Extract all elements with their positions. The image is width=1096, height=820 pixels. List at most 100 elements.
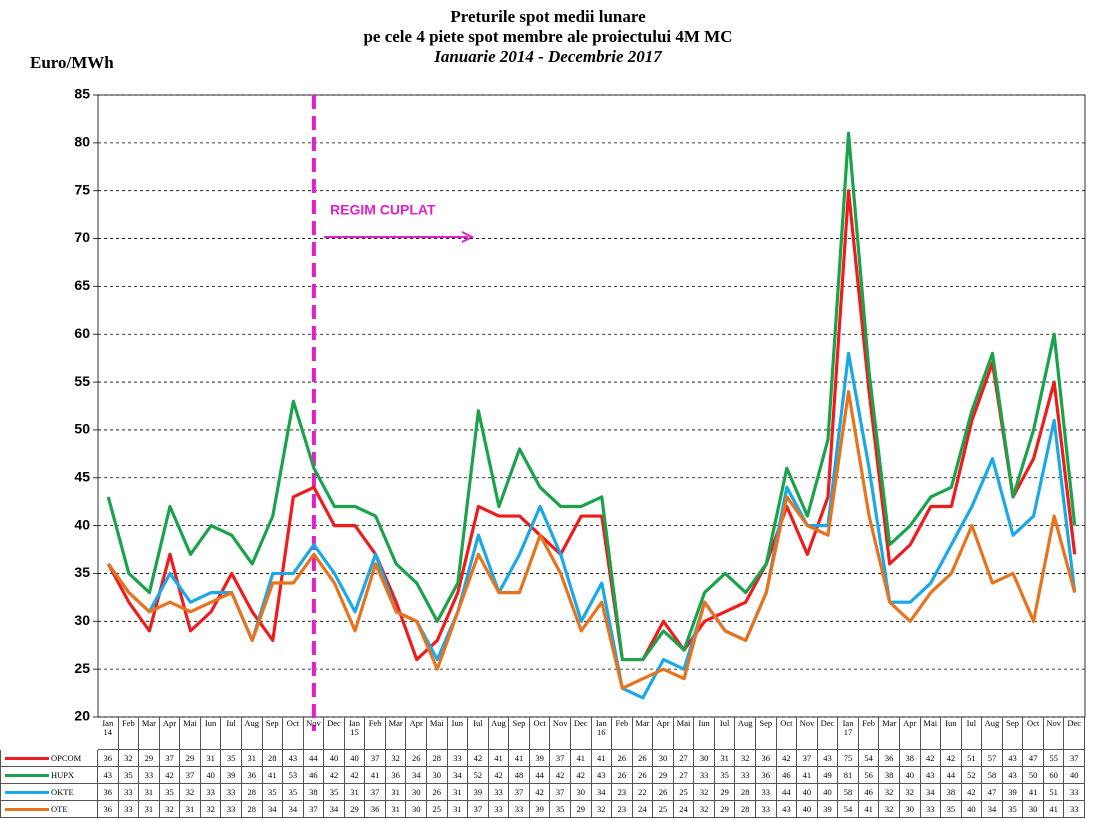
table-value: 30 xyxy=(694,750,715,767)
table-value: 24 xyxy=(673,801,695,818)
table-value: 38 xyxy=(899,750,921,767)
table-value: 43 xyxy=(817,750,839,767)
x-tick-label: Oct xyxy=(283,717,304,750)
table-value: 29 xyxy=(714,784,736,801)
legend-swatch xyxy=(5,790,49,794)
x-tick-label: Mai xyxy=(673,717,695,750)
x-tick-label: Iun xyxy=(200,717,222,750)
table-value: 35 xyxy=(324,784,345,801)
table-value: 32 xyxy=(879,801,900,818)
table-value: 40 xyxy=(797,784,818,801)
table-value: 35 xyxy=(941,801,962,818)
table-value: 32 xyxy=(694,801,715,818)
table-value: 60 xyxy=(1043,767,1065,784)
table-value: 42 xyxy=(550,767,571,784)
table-value: 40 xyxy=(817,784,839,801)
x-tick-label: Iul xyxy=(714,717,736,750)
table-value: 47 xyxy=(1023,750,1044,767)
table-value: 22 xyxy=(632,784,654,801)
table-value: 33 xyxy=(756,801,777,818)
table-value: 40 xyxy=(200,767,222,784)
table-value: 32 xyxy=(879,784,900,801)
annotation-arrowhead xyxy=(461,231,475,243)
table-value: 37 xyxy=(550,784,571,801)
table-value: 23 xyxy=(612,784,633,801)
table-value: 28 xyxy=(735,784,756,801)
table-value: 37 xyxy=(303,801,325,818)
table-value: 33 xyxy=(735,767,756,784)
table-value: 33 xyxy=(488,801,510,818)
legend-swatch xyxy=(5,773,49,777)
table-value: 41 xyxy=(570,750,592,767)
table-value: 33 xyxy=(200,784,222,801)
table-value: 42 xyxy=(344,767,366,784)
table-value: 33 xyxy=(118,784,140,801)
y-tick-label: 70 xyxy=(74,229,90,245)
table-value: 41 xyxy=(1023,784,1044,801)
x-tick-label: Apr xyxy=(899,717,921,750)
table-value: 33 xyxy=(1064,784,1085,801)
table-value: 37 xyxy=(509,784,530,801)
table-value: 37 xyxy=(365,784,386,801)
x-tick-label: Aug xyxy=(982,717,1003,750)
table-value: 46 xyxy=(776,767,798,784)
table-value: 35 xyxy=(283,784,304,801)
table-value: 26 xyxy=(632,767,654,784)
table-value: 42 xyxy=(324,767,345,784)
table-value: 31 xyxy=(241,750,263,767)
table-value: 29 xyxy=(570,801,592,818)
table-value: 81 xyxy=(838,767,859,784)
table-value: 32 xyxy=(694,784,715,801)
table-value: 39 xyxy=(221,767,242,784)
table-value: 33 xyxy=(221,784,242,801)
table-value: 31 xyxy=(139,784,160,801)
table-value: 25 xyxy=(427,801,448,818)
table-value: 32 xyxy=(591,801,613,818)
chart-period: Ianuarie 2014 - Decembrie 2017 xyxy=(433,47,663,66)
x-tick-label: Aug xyxy=(241,717,263,750)
table-value: 34 xyxy=(324,801,345,818)
y-tick-label: 35 xyxy=(74,564,90,580)
table-value: 40 xyxy=(961,801,983,818)
table-value: 52 xyxy=(961,767,983,784)
table-value: 43 xyxy=(1002,767,1024,784)
legend-label: OPCOM xyxy=(51,752,82,763)
table-value: 56 xyxy=(858,767,880,784)
x-tick-label: Mar xyxy=(879,717,900,750)
x-tick-label: Ian 14 xyxy=(98,717,119,750)
x-tick-label: Sep xyxy=(262,717,284,750)
table-value: 29 xyxy=(714,801,736,818)
series-line xyxy=(106,351,1077,700)
legend-label: OKTE xyxy=(51,786,74,797)
table-value: 46 xyxy=(858,784,880,801)
table-value: 46 xyxy=(303,767,325,784)
table-value: 75 xyxy=(838,750,859,767)
table-value: 38 xyxy=(941,784,962,801)
table-value: 42 xyxy=(570,767,592,784)
x-tick-label: Feb xyxy=(612,717,633,750)
table-value: 36 xyxy=(98,784,119,801)
table-value: 33 xyxy=(920,801,942,818)
x-tick-label: Feb xyxy=(118,717,140,750)
table-value: 31 xyxy=(714,750,736,767)
table-value: 42 xyxy=(488,767,510,784)
x-tick-label: Feb xyxy=(365,717,386,750)
table-value: 31 xyxy=(385,801,407,818)
table-value: 43 xyxy=(1002,750,1024,767)
y-tick-label: 80 xyxy=(74,134,90,150)
table-value: 28 xyxy=(735,801,756,818)
table-value: 32 xyxy=(899,784,921,801)
x-tick-label: Iun xyxy=(941,717,962,750)
annotation: REGIM CUPLAT xyxy=(330,202,436,218)
table-value: 41 xyxy=(509,750,530,767)
table-value: 40 xyxy=(899,767,921,784)
table-value: 34 xyxy=(406,767,427,784)
table-value: 41 xyxy=(591,750,613,767)
table-value: 25 xyxy=(673,784,695,801)
legend-entry: OPCOM xyxy=(0,750,98,767)
table-value: 31 xyxy=(180,801,201,818)
table-value: 36 xyxy=(365,801,386,818)
series-line xyxy=(106,189,1077,662)
table-value: 32 xyxy=(118,750,140,767)
table-value: 50 xyxy=(1023,767,1044,784)
